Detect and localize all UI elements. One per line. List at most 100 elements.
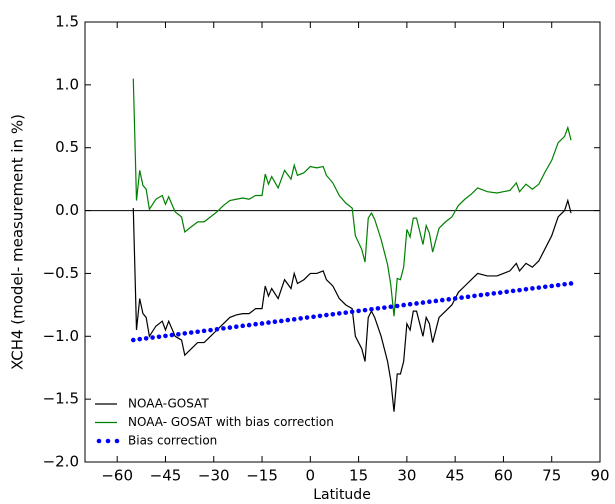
- bias-point: [459, 295, 464, 300]
- bias-point: [176, 331, 181, 337]
- y-tick-label: 1.0: [55, 75, 79, 93]
- bias-point: [201, 328, 207, 334]
- y-tick-label: −1.5: [43, 390, 79, 408]
- bias-point: [472, 293, 477, 299]
- bias-point: [433, 298, 439, 304]
- x-tick-label: −60: [101, 467, 133, 485]
- bias-point: [382, 305, 387, 310]
- x-tick-label: 15: [349, 467, 368, 485]
- bias-point: [523, 286, 529, 292]
- bias-point: [349, 309, 355, 315]
- bias-point: [188, 330, 194, 335]
- bias-point: [446, 297, 452, 302]
- plot-frame: [84, 21, 601, 463]
- bias-point: [394, 303, 400, 309]
- bias-point: [233, 324, 239, 330]
- bias-point: [182, 331, 188, 336]
- bias-point: [311, 314, 316, 320]
- y-axis-label: XCH4 (model- measurement in %): [9, 114, 27, 370]
- legend-marker: [96, 438, 102, 444]
- x-tick-label: 90: [590, 467, 609, 485]
- bias-point: [414, 301, 419, 306]
- x-tick-label: −30: [198, 467, 230, 485]
- x-tick-label: −15: [246, 467, 278, 485]
- bias-point: [266, 320, 271, 325]
- bias-point: [549, 283, 555, 289]
- legend-label: NOAA- GOSAT with bias correction: [128, 415, 334, 429]
- x-tick-label: 45: [446, 467, 465, 485]
- bias-point: [143, 336, 149, 341]
- y-tick-label: 0.5: [55, 138, 79, 156]
- bias-point: [279, 318, 284, 324]
- bias-point: [536, 285, 542, 290]
- bias-point: [221, 326, 226, 331]
- bias-point: [163, 333, 168, 339]
- bias-point: [137, 336, 143, 342]
- bias-point: [420, 300, 426, 305]
- bias-point: [195, 329, 200, 335]
- x-axis-label: Latitude: [313, 487, 371, 503]
- bias-point: [439, 297, 445, 303]
- x-tick-label: 0: [306, 467, 316, 485]
- bias-point: [568, 281, 574, 286]
- bias-point: [169, 332, 175, 338]
- y-tick-label: −2.0: [43, 453, 79, 471]
- y-tick-label: −1.0: [43, 327, 79, 345]
- bias-point: [246, 322, 252, 328]
- bias-point: [304, 315, 310, 320]
- bias-point: [150, 335, 155, 340]
- y-tick-label: 0.0: [55, 201, 79, 219]
- y-tick-label: −0.5: [43, 264, 79, 282]
- bias-point: [336, 311, 342, 316]
- bias-point: [530, 286, 535, 291]
- bias-point: [156, 334, 162, 340]
- bias-point: [317, 313, 323, 319]
- legend-marker: [105, 438, 111, 444]
- bias-point: [227, 325, 233, 330]
- bias-point: [330, 311, 336, 317]
- legend-marker: [114, 438, 120, 444]
- bias-point: [214, 326, 220, 332]
- bias-point: [555, 282, 561, 288]
- bias-point: [356, 308, 361, 314]
- bias-point: [298, 316, 303, 321]
- bias-point: [291, 317, 297, 322]
- bias-point: [517, 287, 522, 293]
- series-line: [132, 78, 572, 317]
- x-tick-label: 30: [397, 467, 416, 485]
- bias-point: [259, 321, 265, 326]
- bias-point: [272, 319, 278, 325]
- bias-point: [253, 321, 258, 327]
- bias-point: [427, 299, 432, 305]
- bias-point: [208, 327, 213, 333]
- bias-point: [369, 306, 374, 312]
- bias-point: [485, 291, 490, 297]
- legend-label: NOAA-GOSAT: [128, 397, 209, 411]
- bias-point: [388, 304, 394, 310]
- bias-point: [130, 337, 136, 343]
- series-line: [132, 198, 572, 412]
- x-tick-label: 60: [494, 467, 513, 485]
- bias-point: [478, 292, 484, 298]
- bias-point: [407, 301, 413, 307]
- bias-point: [504, 289, 509, 295]
- bias-point: [497, 290, 503, 295]
- bias-point: [542, 284, 548, 290]
- x-tick-label: −45: [150, 467, 182, 485]
- bias-point: [324, 312, 329, 318]
- bias-point: [401, 302, 406, 308]
- bias-point: [465, 294, 471, 300]
- legend-label: Bias correction: [128, 434, 217, 448]
- y-tick-label: 1.5: [55, 13, 79, 31]
- bias-point: [452, 296, 458, 301]
- bias-point: [240, 323, 246, 329]
- bias-point: [285, 317, 291, 323]
- bias-point: [510, 288, 516, 294]
- bias-point: [491, 291, 497, 296]
- bias-point: [343, 310, 349, 315]
- bias-point: [362, 307, 368, 313]
- x-tick-label: 75: [542, 467, 561, 485]
- bias-point: [562, 281, 567, 287]
- bias-point: [375, 306, 381, 311]
